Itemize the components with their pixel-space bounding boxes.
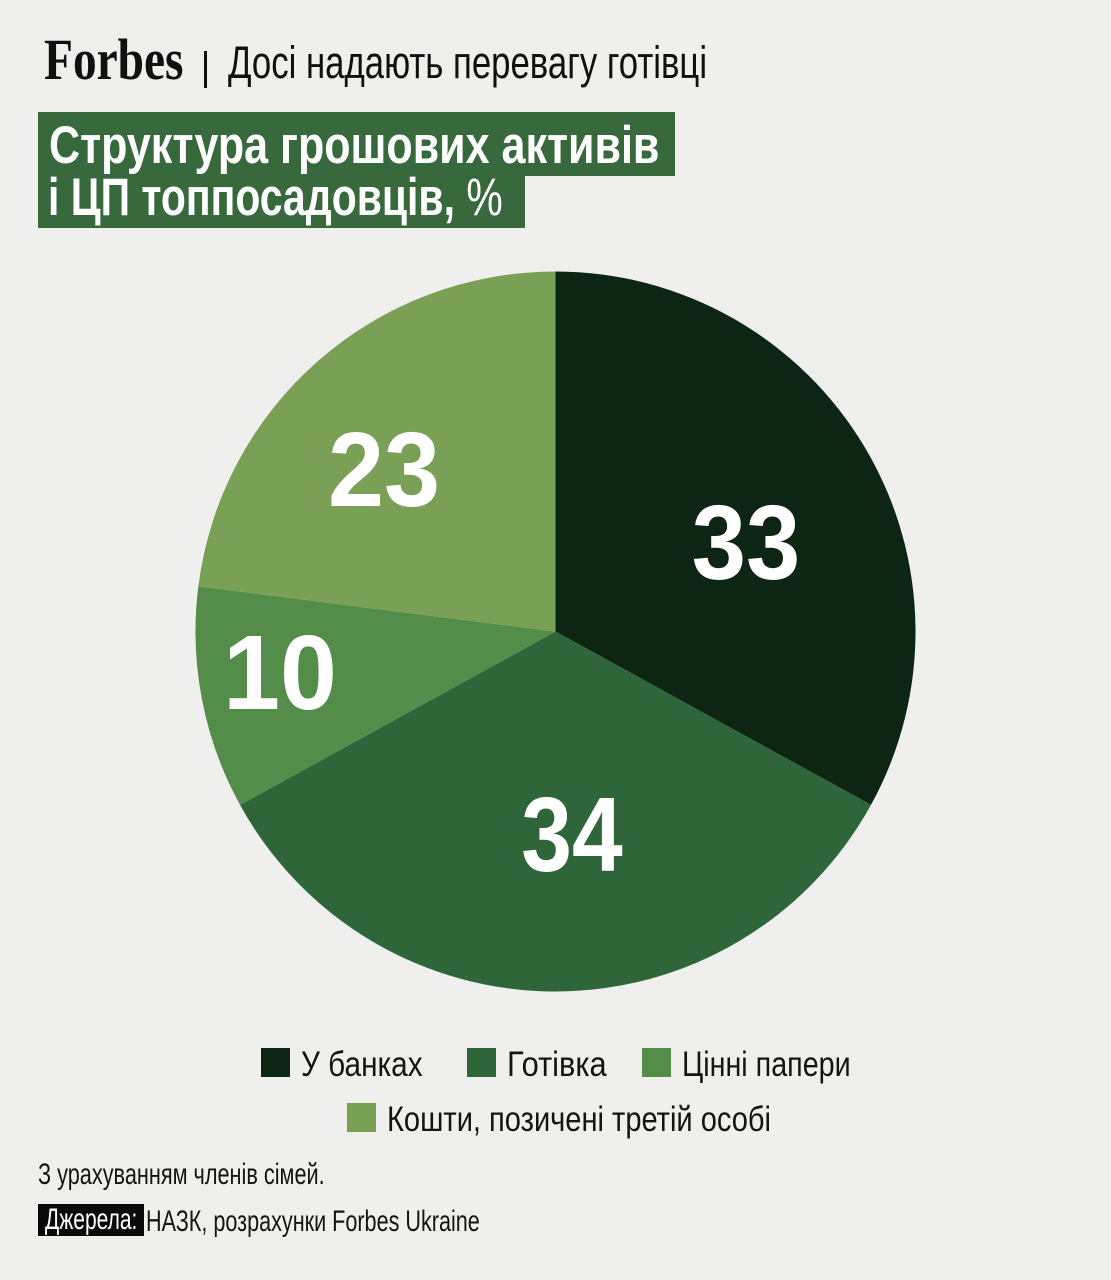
- pie-value-label-u-bankakh: 33: [691, 484, 801, 602]
- legend-label-cinni-papery: Цінні папери: [682, 1045, 851, 1084]
- source-badge-label: Джерела:: [45, 1203, 138, 1236]
- footnote-text: З урахуванням членів сімей.: [38, 1158, 325, 1191]
- chart-title-unit: %: [466, 168, 503, 227]
- legend-swatch-gotivka: [467, 1048, 496, 1077]
- legend-item-u-bankakh: У банках: [261, 1045, 423, 1084]
- legend-swatch-koshty: [347, 1103, 376, 1132]
- footnote: З урахуванням членів сімей.: [38, 1158, 325, 1192]
- source-row: Джерела: НАЗК, розрахунки Forbes Ukraine: [38, 1203, 481, 1239]
- chart-title-line2: і ЦП топпосадовців, %: [48, 171, 503, 224]
- pie-slice-3: [198, 271, 556, 632]
- legend-item-gotivka: Готівка: [467, 1045, 607, 1084]
- chart-title-line1-text: Структура грошових активів: [49, 116, 660, 175]
- title-highlight-line1: [38, 112, 675, 176]
- pie-value-label-gotivka: 34: [521, 776, 623, 894]
- chart-title-line2-text: і ЦП топпосадовців,: [48, 168, 455, 227]
- pie-value-label-koshty: 23: [327, 411, 441, 529]
- title-highlight-line2: [38, 176, 525, 228]
- legend-swatch-cinni-papery: [642, 1048, 671, 1077]
- legend-label-gotivka: Готівка: [507, 1045, 607, 1084]
- legend-label-koshty: Кошти, позичені третій особі: [387, 1100, 771, 1139]
- source-text: НАЗК, розрахунки Forbes Ukraine: [146, 1205, 481, 1239]
- pie-value-label-cinni-papery: 10: [223, 614, 337, 732]
- source-badge: Джерела:: [38, 1203, 145, 1236]
- source-text-value: НАЗК, розрахунки Forbes Ukraine: [146, 1205, 481, 1238]
- pie-slice-2: [195, 586, 556, 805]
- pie-chart: [195, 271, 916, 992]
- forbes-logo: Forbes: [44, 27, 184, 92]
- header-kicker: Досі надають перевагу готівці: [228, 37, 708, 88]
- legend-label-u-bankakh: У банках: [301, 1045, 423, 1084]
- pie-slice-1: [240, 631, 871, 992]
- pie-slice-0: [555, 271, 916, 805]
- legend-item-cinni-papery: Цінні папери: [642, 1045, 851, 1084]
- legend-swatch-u-bankakh: [261, 1048, 290, 1077]
- chart-title-line1: Структура грошових активів: [49, 119, 659, 172]
- legend-item-koshty: Кошти, позичені третій особі: [347, 1100, 771, 1139]
- header-separator: [204, 51, 207, 88]
